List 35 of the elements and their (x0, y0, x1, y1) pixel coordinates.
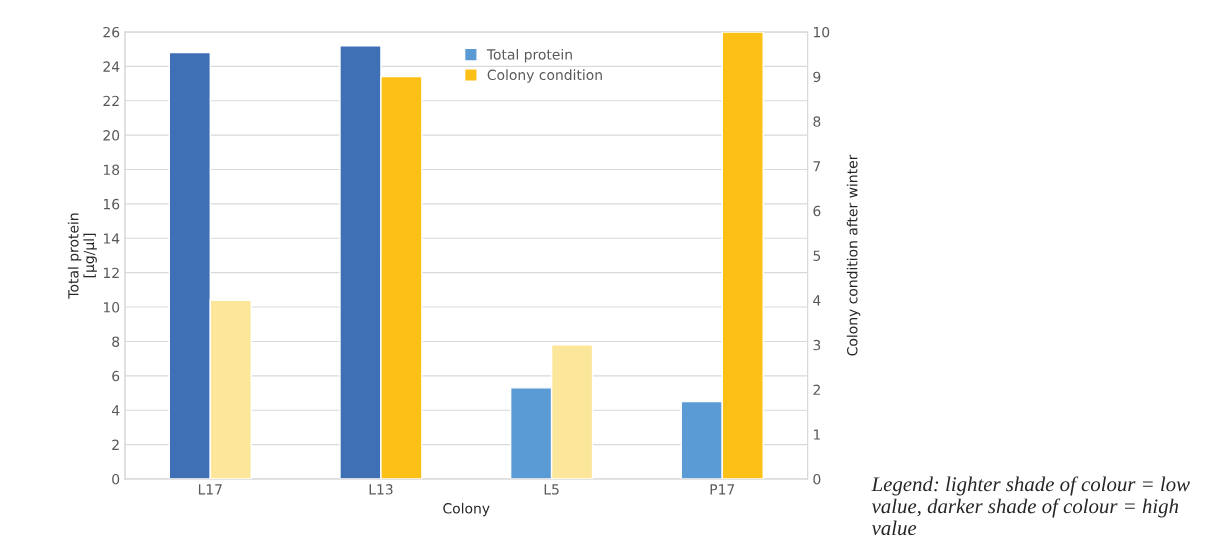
y-tick-label: 10 (103, 302, 120, 313)
legend-label: Total protein (486, 48, 572, 63)
y2-tick-label: 7 (813, 161, 821, 172)
text: Legend: lighter shade of colour = low value, darker shade of colour = high value (871, 476, 1190, 536)
y2-tick-label: 1 (813, 429, 820, 440)
y2-tick-label: 5 (813, 250, 821, 261)
x-tick-label: L13 (369, 484, 393, 495)
y-tick-label: 12 (103, 267, 119, 278)
y-tick-label: 6 (112, 370, 120, 382)
y-tick-label: 2 (112, 439, 119, 450)
y2-tick-label: 6 (813, 205, 821, 217)
y-tick-label: 8 (112, 336, 120, 347)
x-tick-label: L17 (198, 484, 222, 495)
y-tick-label: 26 (103, 26, 120, 38)
y-tick-label: 18 (103, 164, 120, 175)
y2-tick-label: 2 (813, 384, 820, 395)
y-tick-label: 4 (111, 405, 120, 416)
y-axis-title: Total protein [µg/µl] (67, 213, 97, 299)
y-tick-label: 0 (112, 473, 120, 485)
legend-label: Colony condition (487, 69, 602, 83)
y2-tick-label: 10 (813, 26, 830, 38)
y-tick-label: 14 (103, 233, 120, 244)
x-tick-label: P17 (710, 484, 735, 495)
y2-tick-label: 9 (813, 71, 821, 83)
y2-axis-title: Colony condition after winter (846, 154, 861, 356)
x-tick-label: L5 (544, 484, 559, 495)
y-tick-label: 24 (103, 61, 120, 72)
y-tick-label: 22 (103, 95, 119, 107)
y2-tick-label: 3 (813, 339, 821, 351)
y-tick-label: 16 (103, 198, 120, 210)
x-axis-title: Colony (443, 502, 490, 517)
y2-tick-label: 4 (813, 295, 821, 306)
y2-tick-label: 8 (813, 116, 821, 127)
y-tick-label: 20 (103, 130, 120, 141)
y2-tick-label: 0 (813, 473, 821, 485)
